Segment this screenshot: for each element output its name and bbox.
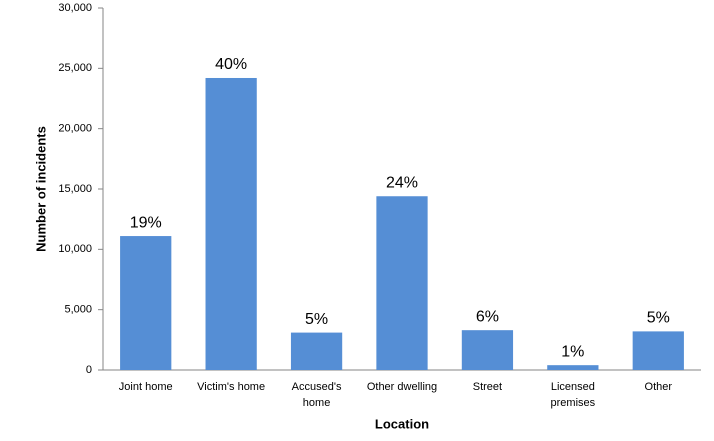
y-tick-label: 30,000 <box>58 2 92 14</box>
data-label: 24% <box>386 174 418 191</box>
x-axis-title: Location <box>375 416 429 431</box>
bar <box>547 365 599 370</box>
data-label: 5% <box>647 310 670 327</box>
bar <box>461 330 514 370</box>
x-tick-label: Licensed premises <box>551 381 596 409</box>
data-label: 19% <box>130 214 162 231</box>
data-label: 40% <box>215 56 247 73</box>
x-tick-label: Other <box>645 381 673 393</box>
x-tick-label: Accused's home <box>292 381 342 409</box>
y-tick-label: 25,000 <box>58 62 92 74</box>
data-label: 6% <box>476 308 499 325</box>
y-axis-title: Number of incidents <box>33 126 48 252</box>
y-tick-label: 5,000 <box>64 304 92 316</box>
x-tick-label: Other dwelling <box>367 381 437 393</box>
data-label: 1% <box>561 343 584 360</box>
y-tick-label: 0 <box>86 364 92 376</box>
bar <box>205 77 257 370</box>
x-tick-label: Joint home <box>119 381 173 393</box>
bar <box>120 236 172 370</box>
x-tick-label: Street <box>473 381 502 393</box>
y-tick-label: 10,000 <box>58 243 92 255</box>
bar <box>632 331 684 370</box>
bar <box>376 196 428 370</box>
bar <box>290 332 343 370</box>
y-tick-label: 20,000 <box>58 123 92 135</box>
data-label: 5% <box>305 311 328 328</box>
x-tick-label: Victim's home <box>197 381 265 393</box>
y-tick-label: 15,000 <box>58 183 92 195</box>
